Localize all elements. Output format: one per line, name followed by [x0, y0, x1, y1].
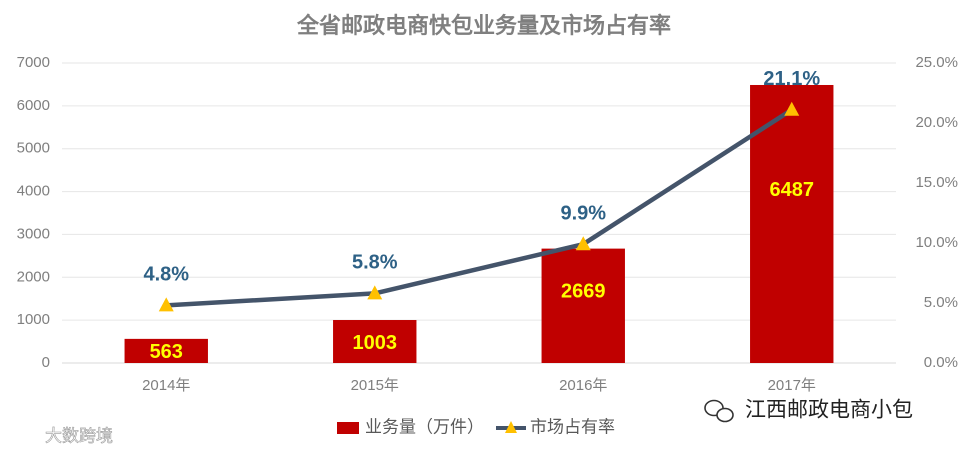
legend-swatch: [505, 421, 517, 433]
legend-swatch: [337, 422, 359, 434]
y2-tick-label: 15.0%: [915, 174, 958, 191]
bar: [541, 248, 625, 363]
legend-label: 业务量（万件）: [365, 417, 484, 436]
x-tick-label: 2014年: [142, 377, 190, 394]
bar-value-label: 563: [150, 341, 183, 363]
line-marker: [158, 297, 174, 312]
y2-tick-label: 5.0%: [924, 294, 958, 311]
line-value-label: 21.1%: [763, 68, 820, 90]
bar-value-label: 1003: [353, 332, 398, 354]
x-tick-label: 2017年: [768, 377, 816, 394]
watermark: 江西邮政电商小包: [745, 399, 913, 422]
line-value-label: 5.8%: [352, 252, 398, 274]
x-tick-label: 2015年: [351, 377, 399, 394]
watermark: 大数跨境: [45, 426, 113, 445]
bar-value-label: 2669: [561, 280, 606, 302]
y-tick-label: 7000: [17, 54, 50, 71]
bar-value-label: 6487: [770, 179, 815, 201]
line: [166, 107, 793, 308]
line-marker: [367, 285, 383, 300]
line-marker: [575, 236, 591, 251]
y-tick-label: 5000: [17, 140, 50, 157]
bar: [124, 338, 208, 363]
line-value-label: 4.8%: [143, 264, 189, 286]
y-tick-label: 6000: [17, 97, 50, 114]
y-tick-label: 3000: [17, 225, 50, 242]
y-tick-label: 0: [42, 354, 50, 371]
bar: [750, 84, 834, 363]
y2-tick-label: 20.0%: [915, 114, 958, 131]
y2-tick-label: 10.0%: [915, 234, 958, 251]
wechat-icon: [704, 399, 734, 423]
y2-tick-label: 0.0%: [924, 354, 958, 371]
y-tick-label: 1000: [17, 311, 50, 328]
bar: [333, 320, 417, 363]
line-marker: [784, 101, 800, 116]
y-tick-label: 2000: [17, 268, 50, 285]
chart-title: 全省邮政电商快包业务量及市场占有率: [296, 13, 671, 38]
x-tick-label: 2016年: [559, 377, 607, 394]
y2-tick-label: 25.0%: [915, 54, 958, 71]
legend-label: 市场占有率: [530, 417, 615, 436]
y-tick-label: 4000: [17, 183, 50, 200]
line-value-label: 9.9%: [560, 202, 606, 224]
